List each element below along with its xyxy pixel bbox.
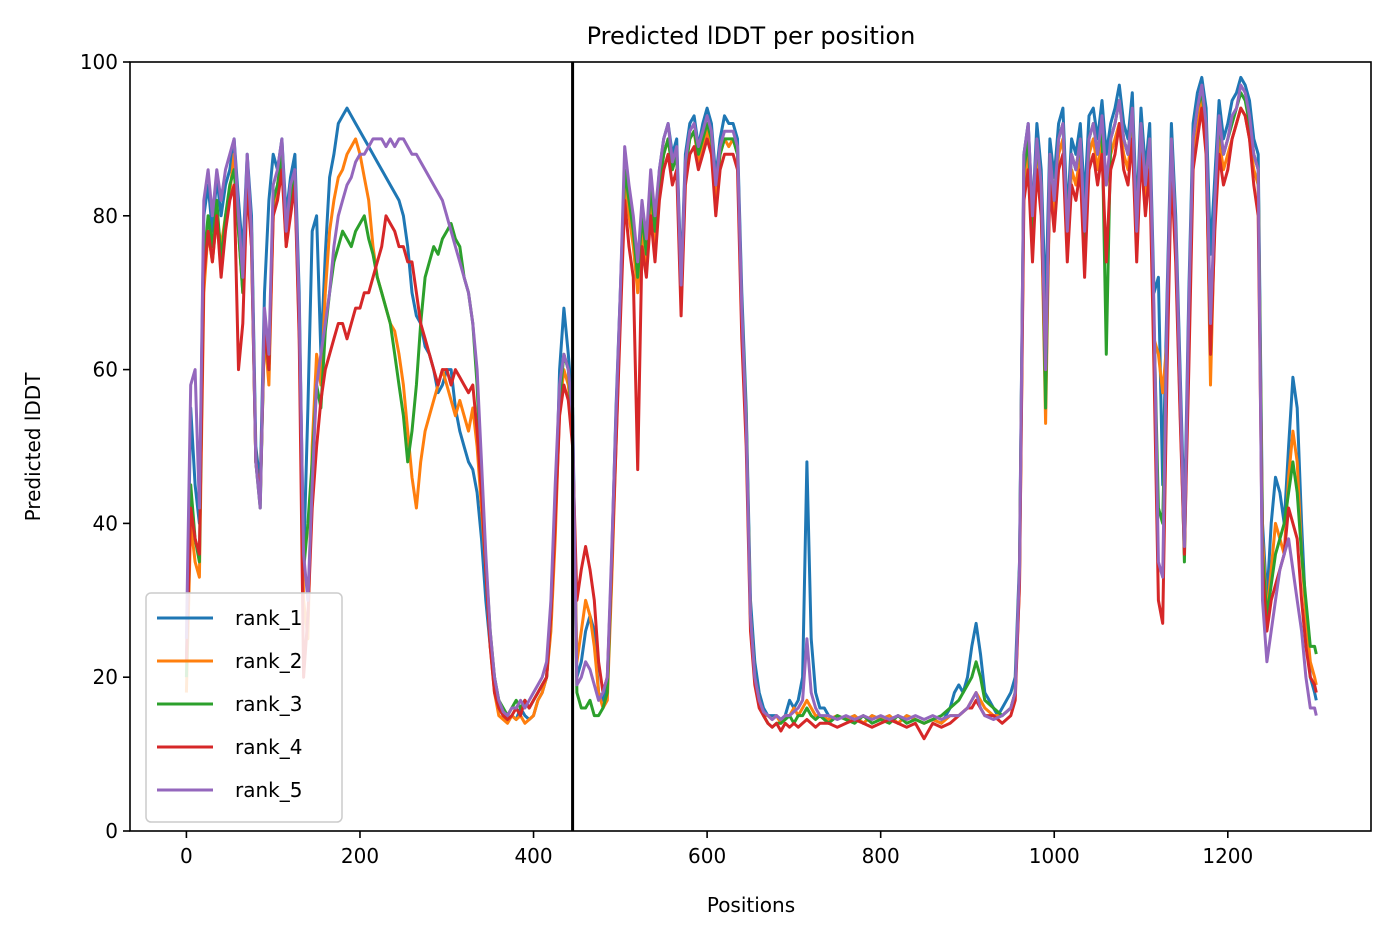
legend-label-rank-4: rank_4 xyxy=(235,735,302,759)
y-ticks: 0 20 40 60 80 100 xyxy=(80,50,130,843)
series-line-rank-4 xyxy=(184,106,1318,741)
legend-label-rank-3: rank_3 xyxy=(235,692,302,716)
legend-label-rank-2: rank_2 xyxy=(235,649,302,673)
x-tick-label: 200 xyxy=(341,844,379,868)
legend-label-rank-5: rank_5 xyxy=(235,778,302,802)
series-line-rank-5 xyxy=(184,83,1318,721)
y-tick-label: 100 xyxy=(80,50,118,74)
legend-box xyxy=(145,592,343,823)
x-axis-label: Positions xyxy=(707,893,795,917)
y-tick-label: 80 xyxy=(93,204,118,228)
y-tick-label: 60 xyxy=(93,358,118,382)
series-layer xyxy=(184,75,1318,741)
y-tick-label: 0 xyxy=(105,819,118,843)
x-tick-label: 1000 xyxy=(1029,844,1080,868)
x-tick-label: 0 xyxy=(180,844,193,868)
y-tick-label: 40 xyxy=(93,511,118,535)
x-tick-label: 400 xyxy=(514,844,552,868)
chart-title: Predicted lDDT per position xyxy=(587,22,916,50)
x-ticks: 0 200 400 600 800 1000 1200 xyxy=(180,831,1253,868)
y-tick-label: 20 xyxy=(93,665,118,689)
legend-label-rank-1: rank_1 xyxy=(235,606,302,630)
plot-frame xyxy=(129,61,1372,832)
x-tick-label: 800 xyxy=(862,844,900,868)
x-tick-label: 600 xyxy=(688,844,726,868)
x-tick-label: 1200 xyxy=(1202,844,1253,868)
y-axis-label: Predicted lDDT xyxy=(21,372,45,522)
legend: rank_1 rank_2 rank_3 rank_4 rank_5 xyxy=(145,592,343,823)
